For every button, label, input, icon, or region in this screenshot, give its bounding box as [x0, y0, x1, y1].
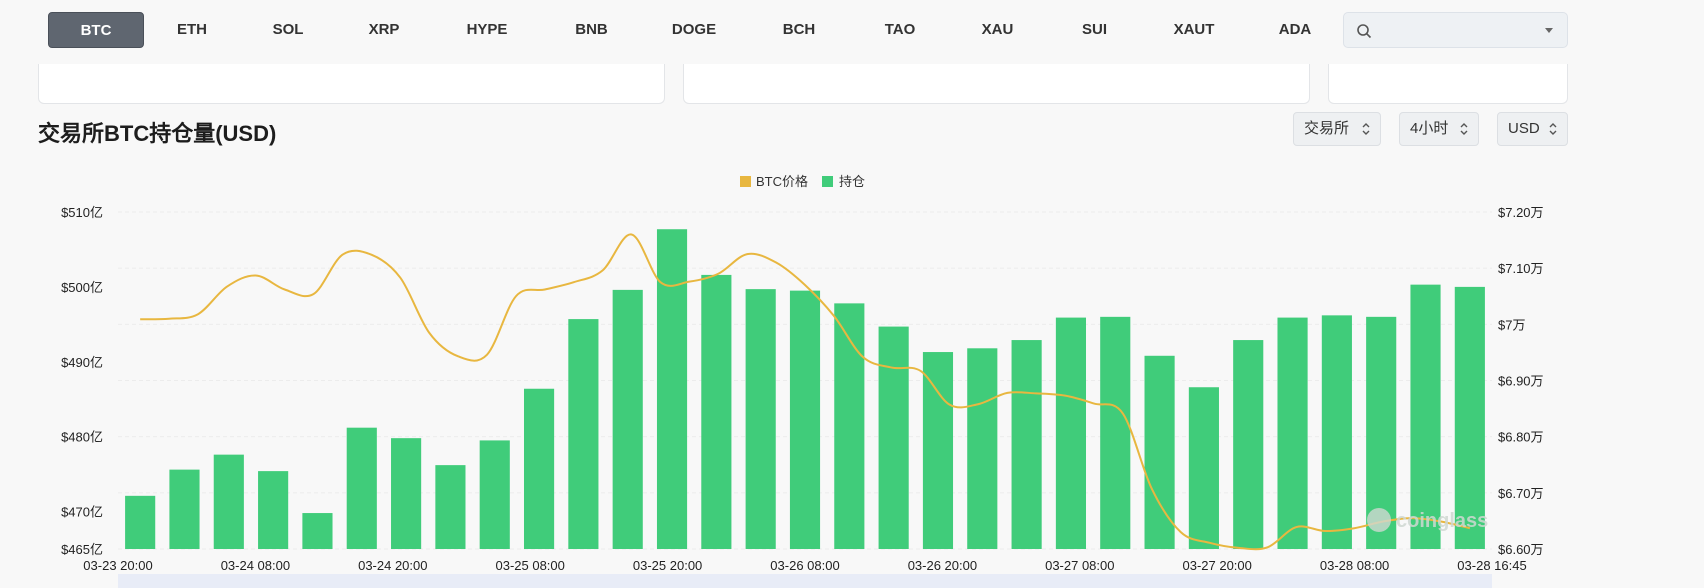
- tab-sui[interactable]: SUI: [1081, 21, 1107, 38]
- exchange-select-value: 交易所: [1304, 120, 1350, 137]
- holdings-bar: [125, 495, 156, 549]
- holdings-bar: [834, 303, 865, 549]
- x-tick-label: 03-25 08:00: [495, 558, 564, 573]
- holdings-bar: [967, 348, 998, 549]
- tab-bnb[interactable]: BNB: [575, 21, 608, 38]
- tab-sol[interactable]: SOL: [272, 21, 304, 38]
- interval-select[interactable]: 4小时: [1399, 112, 1479, 146]
- x-tick-label: 03-23 20:00: [83, 558, 152, 573]
- currency-select-value: USD: [1508, 120, 1540, 137]
- stat-card: [1328, 64, 1568, 104]
- legend-swatch-price: [740, 176, 751, 187]
- x-tick-label: 03-28 16:45: [1457, 558, 1526, 573]
- x-tick-label: 03-26 20:00: [908, 558, 977, 573]
- holdings-bar: [346, 427, 377, 549]
- tab-doge[interactable]: DOGE: [671, 21, 717, 38]
- coin-tabs: BTC ETH SOL XRP HYPE BNB DOGE BCH TAO XA…: [48, 12, 1345, 48]
- y-right-tick-label: $7万: [1498, 317, 1525, 332]
- y-left-tick-label: $470亿: [61, 505, 103, 520]
- chevron-down-icon: [1545, 28, 1553, 33]
- legend-swatch-holdings: [822, 176, 833, 187]
- price-line: [140, 233, 1471, 551]
- legend-label-price: BTC价格: [756, 174, 808, 189]
- x-tick-label: 03-28 08:00: [1320, 558, 1389, 573]
- holdings-bar: [479, 440, 510, 549]
- holdings-bar: [258, 471, 289, 549]
- x-tick-label: 03-27 08:00: [1045, 558, 1114, 573]
- holdings-bar: [523, 388, 555, 549]
- sort-arrows-icon: [1549, 123, 1557, 135]
- holdings-bar: [1277, 317, 1308, 549]
- search-icon: [1357, 24, 1372, 39]
- holdings-bar: [302, 513, 333, 549]
- y-right-tick-label: $6.70万: [1498, 486, 1544, 501]
- y-left-tick-label: $510亿: [61, 205, 103, 220]
- tab-hype[interactable]: HYPE: [466, 21, 508, 38]
- holdings-bar: [435, 465, 466, 549]
- y-right-tick-label: $6.80万: [1498, 430, 1544, 445]
- holdings-bar: [1011, 340, 1042, 549]
- y-right-tick-label: $7.20万: [1498, 205, 1544, 220]
- holdings-bar: [1100, 316, 1131, 549]
- x-tick-label: 03-25 20:00: [633, 558, 702, 573]
- holdings-bar: [213, 454, 244, 549]
- section-title: 交易所BTC持仓量(USD): [38, 121, 277, 146]
- tab-eth[interactable]: ETH: [177, 21, 207, 38]
- y-left-tick-label: $500亿: [61, 280, 103, 295]
- holdings-bar: [701, 274, 732, 549]
- sort-arrows-icon: [1362, 123, 1370, 135]
- watermark-logo-icon: [1367, 508, 1391, 532]
- holdings-bar: [612, 289, 643, 549]
- tab-tao[interactable]: TAO: [884, 21, 916, 38]
- holdings-bar: [1454, 286, 1485, 549]
- holdings-bar: [568, 319, 599, 549]
- interval-select-value: 4小时: [1410, 120, 1449, 137]
- holdings-bars: [125, 229, 1485, 550]
- stat-card: [38, 64, 665, 104]
- tab-btc[interactable]: BTC: [48, 12, 144, 48]
- holdings-bar: [1055, 317, 1087, 549]
- holdings-bar: [1233, 340, 1264, 549]
- holdings-bar: [1188, 387, 1219, 549]
- watermark: coinglass: [1367, 508, 1488, 532]
- zoom-slider[interactable]: [118, 574, 1492, 588]
- holdings-bar: [1144, 355, 1175, 549]
- currency-select[interactable]: USD: [1497, 112, 1568, 146]
- x-tick-label: 03-24 20:00: [358, 558, 427, 573]
- sort-arrows-icon: [1460, 123, 1468, 135]
- tab-xaut[interactable]: XAUT: [1173, 21, 1215, 38]
- x-tick-label: 03-24 08:00: [221, 558, 290, 573]
- holdings-bar: [169, 469, 200, 549]
- tab-xau[interactable]: XAU: [981, 21, 1014, 38]
- coin-search-select[interactable]: [1343, 12, 1568, 48]
- x-tick-label: 03-27 20:00: [1182, 558, 1251, 573]
- y-right-tick-label: $6.90万: [1498, 374, 1544, 389]
- stat-card: [683, 64, 1310, 104]
- holdings-bar: [789, 290, 821, 549]
- holdings-bar: [1321, 315, 1352, 549]
- axes: $465亿 $470亿 $480亿 $490亿 $500亿 $510亿 $6.60万 $6.7…: [61, 205, 1543, 573]
- btc-price-line: [140, 233, 1471, 551]
- tab-ada[interactable]: ADA: [1278, 21, 1312, 38]
- tab-xrp[interactable]: XRP: [368, 21, 400, 38]
- holdings-bar: [391, 438, 422, 549]
- y-left-tick-label: $490亿: [61, 355, 103, 370]
- legend[interactable]: BTC价格 持仓: [740, 174, 865, 189]
- exchange-select[interactable]: 交易所: [1293, 112, 1381, 146]
- y-left-tick-label: $465亿: [61, 542, 103, 557]
- y-right-tick-label: $7.10万: [1498, 261, 1544, 276]
- holdings-bar: [922, 352, 954, 549]
- y-right-tick-label: $6.60万: [1498, 542, 1544, 557]
- x-tick-label: 03-26 08:00: [770, 558, 839, 573]
- holdings-bar: [1410, 284, 1441, 549]
- legend-label-holdings: 持仓: [839, 174, 865, 189]
- y-left-tick-label: $480亿: [61, 430, 103, 445]
- holdings-bar: [878, 326, 909, 549]
- holdings-bar: [745, 289, 776, 549]
- watermark-text: coinglass: [1396, 510, 1488, 532]
- holdings-bar: [656, 229, 688, 550]
- tab-bch[interactable]: BCH: [782, 21, 816, 38]
